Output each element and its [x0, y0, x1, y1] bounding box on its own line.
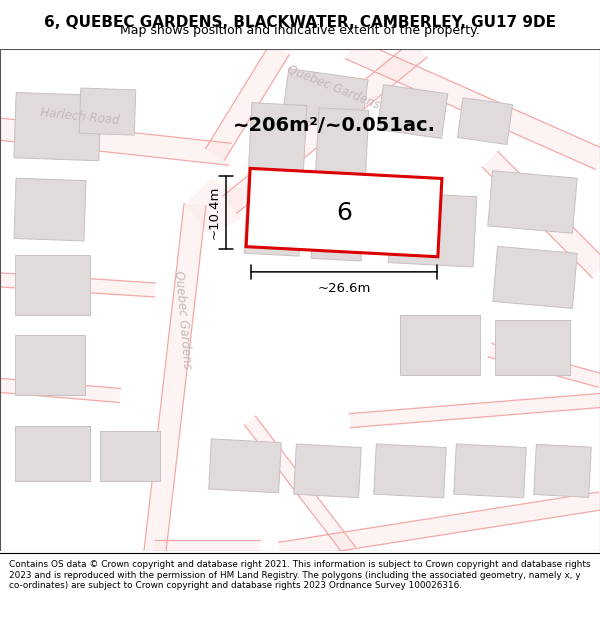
Polygon shape: [482, 151, 600, 278]
Polygon shape: [400, 315, 480, 376]
Polygon shape: [100, 431, 160, 481]
Polygon shape: [246, 168, 442, 257]
Polygon shape: [495, 320, 570, 376]
Polygon shape: [374, 444, 446, 498]
Polygon shape: [15, 335, 85, 396]
Polygon shape: [349, 394, 600, 428]
Text: Map shows position and indicative extent of the property.: Map shows position and indicative extent…: [120, 24, 480, 36]
Polygon shape: [0, 118, 231, 165]
Polygon shape: [454, 444, 526, 498]
Text: ~26.6m: ~26.6m: [317, 282, 371, 295]
Polygon shape: [15, 426, 90, 481]
Text: Quebec Gardens: Quebec Gardens: [173, 271, 194, 370]
Polygon shape: [282, 69, 368, 129]
Polygon shape: [244, 102, 307, 256]
Polygon shape: [457, 98, 512, 144]
Polygon shape: [79, 88, 136, 135]
Polygon shape: [346, 39, 600, 169]
Polygon shape: [488, 344, 600, 387]
Polygon shape: [206, 43, 289, 160]
Polygon shape: [377, 84, 448, 139]
Text: 6, QUEBEC GARDENS, BLACKWATER, CAMBERLEY, GU17 9DE: 6, QUEBEC GARDENS, BLACKWATER, CAMBERLEY…: [44, 14, 556, 29]
Text: Harlech Road: Harlech Road: [40, 106, 120, 128]
Polygon shape: [311, 108, 369, 261]
Polygon shape: [488, 171, 577, 233]
Polygon shape: [14, 92, 101, 161]
Polygon shape: [15, 255, 90, 315]
Polygon shape: [534, 444, 591, 498]
Polygon shape: [209, 439, 281, 493]
Text: ~10.4m: ~10.4m: [208, 186, 221, 239]
Polygon shape: [294, 444, 361, 498]
Polygon shape: [14, 178, 86, 241]
Polygon shape: [388, 192, 477, 267]
Polygon shape: [155, 540, 260, 562]
Polygon shape: [278, 492, 600, 560]
Polygon shape: [244, 416, 356, 556]
Text: 6: 6: [336, 201, 352, 224]
Polygon shape: [0, 378, 121, 402]
Polygon shape: [493, 246, 577, 308]
Text: ~206m²/~0.051ac.: ~206m²/~0.051ac.: [233, 116, 436, 135]
Text: Contains OS data © Crown copyright and database right 2021. This information is : Contains OS data © Crown copyright and d…: [9, 560, 590, 590]
Polygon shape: [185, 179, 245, 234]
Polygon shape: [0, 273, 155, 297]
Polygon shape: [144, 203, 206, 552]
Text: Quebec Gardens: Quebec Gardens: [285, 62, 382, 111]
Polygon shape: [223, 40, 427, 213]
